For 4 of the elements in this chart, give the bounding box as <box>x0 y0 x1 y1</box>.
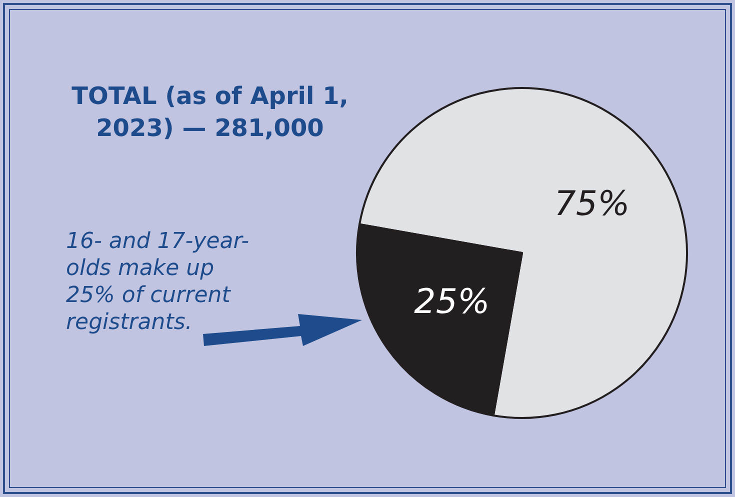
text: TOTAL (as of April 1, 2023) — 281,000 <box>70 81 350 144</box>
data-label: 75% <box>554 184 630 224</box>
text: 16- and 17-year-olds make up 25% of current registrants. <box>66 228 250 336</box>
data-label: 25% <box>414 282 490 322</box>
